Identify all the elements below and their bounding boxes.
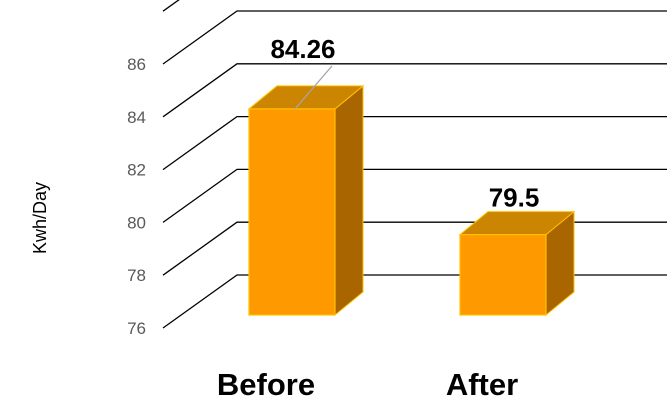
y-axis-ticks: 76 78 80 82 84 86	[127, 55, 146, 338]
bar	[458, 210, 576, 317]
gridline	[162, 221, 667, 276]
data-labels: 84.26 79.5	[270, 34, 539, 213]
category-label: Before	[217, 367, 315, 402]
y-tick-label: 86	[127, 55, 146, 74]
gridlines	[162, 0, 667, 329]
gridline	[162, 168, 667, 223]
y-axis-label: Kwh/Day	[30, 182, 50, 254]
data-label-leader-line	[294, 65, 333, 110]
bar-side-face	[334, 84, 364, 317]
y-tick-label: 82	[127, 161, 146, 180]
y-tick-label: 80	[127, 213, 146, 232]
data-label: 79.5	[489, 183, 540, 213]
bars	[247, 84, 576, 317]
bar	[247, 84, 365, 317]
gridline	[162, 274, 667, 329]
category-labels: Before After	[217, 367, 518, 402]
y-tick-label: 78	[127, 266, 146, 285]
gridline	[162, 115, 667, 171]
y-tick-label: 84	[127, 108, 146, 127]
gridline	[162, 63, 667, 118]
gridline	[162, 0, 180, 12]
bar-front-face	[459, 234, 547, 316]
data-label: 84.26	[270, 34, 335, 64]
bar-front-face	[248, 108, 336, 316]
y-tick-label: 76	[127, 319, 146, 338]
category-label: After	[446, 367, 518, 402]
gridline	[162, 10, 667, 65]
